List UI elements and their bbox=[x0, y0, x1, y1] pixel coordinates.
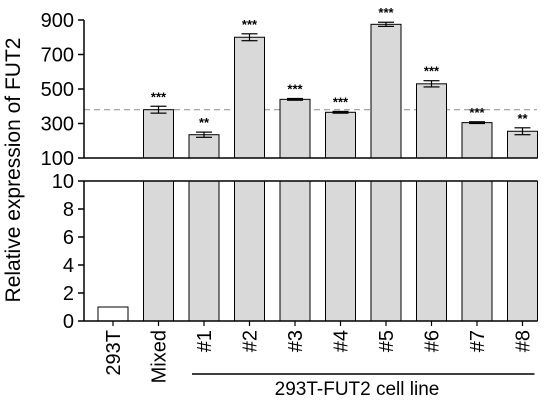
y-tick-label-lower-3: 6 bbox=[63, 227, 74, 249]
y-tick-label-lower-4: 8 bbox=[63, 199, 74, 221]
significance-9: ** bbox=[517, 111, 528, 126]
y-tick-label-upper-4: 900 bbox=[41, 10, 74, 32]
y-tick-label-lower-0: 0 bbox=[63, 311, 74, 333]
bar-upper-5 bbox=[325, 111, 356, 159]
significance-6: *** bbox=[378, 5, 394, 20]
bar-upper-4 bbox=[279, 98, 311, 159]
category-label-3: #2 bbox=[240, 330, 262, 352]
bar-lower-3 bbox=[234, 180, 265, 322]
significance-5: *** bbox=[333, 94, 349, 109]
bar-upper-9 bbox=[507, 130, 538, 159]
bar-upper-1 bbox=[143, 109, 174, 159]
y-tick-label-upper-1: 300 bbox=[41, 114, 74, 136]
bar-lower-8 bbox=[461, 180, 493, 322]
significance-1: *** bbox=[151, 89, 167, 104]
y-tick-label-lower-1: 2 bbox=[63, 283, 74, 305]
category-label-1: Mixed bbox=[149, 330, 171, 383]
category-label-2: #1 bbox=[194, 330, 216, 352]
category-label-8: #7 bbox=[467, 330, 489, 352]
significance-8: *** bbox=[469, 105, 485, 120]
bar-upper-2 bbox=[188, 134, 220, 159]
y-tick-label-lower-2: 4 bbox=[63, 255, 74, 277]
bar-upper-3 bbox=[234, 36, 265, 159]
bar-lower-5 bbox=[325, 180, 356, 322]
bar-lower-4 bbox=[279, 180, 311, 322]
bar-upper-7 bbox=[416, 83, 447, 159]
category-label-7: #6 bbox=[422, 330, 444, 352]
group-label: 293T-FUT2 cell line bbox=[275, 379, 440, 400]
bar-lower-6 bbox=[370, 180, 402, 322]
bar-upper-8 bbox=[461, 122, 493, 159]
significance-2: ** bbox=[199, 115, 210, 130]
y-tick-label-upper-2: 500 bbox=[41, 79, 74, 101]
y-axis-label: Relative expression of FUT2 bbox=[2, 38, 25, 303]
significance-3: *** bbox=[242, 17, 258, 32]
significance-7: *** bbox=[424, 64, 440, 79]
category-label-6: #5 bbox=[376, 330, 398, 352]
category-label-0: 293T bbox=[103, 330, 125, 376]
y-tick-label-upper-3: 700 bbox=[41, 45, 74, 67]
bar-upper-6 bbox=[370, 23, 402, 159]
category-label-9: #8 bbox=[513, 330, 535, 352]
bar-lower-2 bbox=[188, 180, 220, 322]
category-label-5: #4 bbox=[331, 330, 353, 352]
bar-0 bbox=[97, 306, 129, 322]
category-label-4: #3 bbox=[285, 330, 307, 352]
significance-4: *** bbox=[287, 81, 303, 96]
bar-lower-7 bbox=[416, 180, 447, 322]
y-tick-label-lower-5: 10 bbox=[52, 171, 74, 193]
bar-lower-9 bbox=[507, 180, 538, 322]
bar-lower-1 bbox=[143, 180, 174, 322]
y-tick-label-upper-0: 100 bbox=[41, 148, 74, 170]
